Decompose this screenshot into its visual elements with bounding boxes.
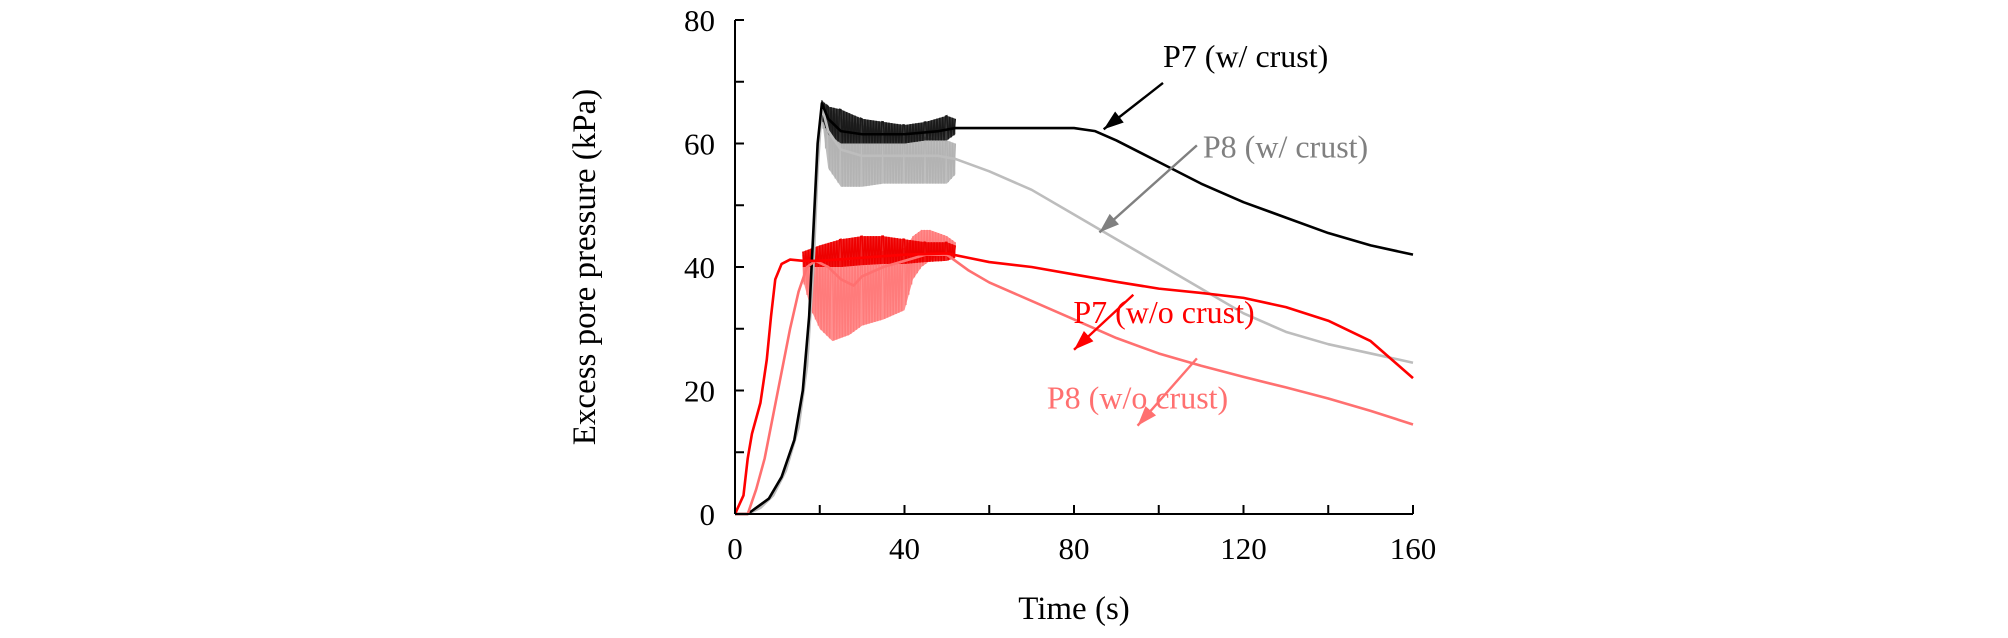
band-oscillation-p7-w-o-crust [802, 235, 957, 268]
annotation-arrowhead-p7-w-o-crust [1074, 331, 1094, 350]
series-line-p7-w-crust [735, 102, 1414, 516]
y-tick-label: 80 [684, 3, 715, 38]
x-tick-label: 80 [1059, 531, 1090, 566]
series-line-p8-w-crust [735, 105, 1414, 516]
ticks: 0 40 80 120 160 0 20 40 60 80 [684, 3, 1436, 566]
series-line-p7-w-o-crust [733, 252, 1414, 515]
annotation-label-p8-w-o-crust: P8 (w/o crust) [1047, 379, 1228, 415]
annotation-arrowhead-p8-w-crust [1099, 213, 1120, 233]
series-bands [802, 100, 957, 342]
series-lines [733, 102, 1414, 516]
x-axis-title: Time (s) [1018, 591, 1130, 627]
annotation-label-p7-w-crust: P7 (w/ crust) [1163, 38, 1328, 74]
annotations: P7 (w/ crust) P8 (w/ crust) P7 (w/o crust)… [1047, 38, 1368, 427]
annotation-arrowhead-p8-w-o-crust [1137, 406, 1157, 426]
y-tick-label: 0 [700, 497, 716, 532]
x-tick-label: 160 [1390, 531, 1437, 566]
annotation-arrow-line-p8-w-crust [1098, 144, 1198, 234]
x-tick-label: 0 [727, 531, 743, 566]
x-tick-label: 40 [889, 531, 920, 566]
y-axis-title: Excess pore pressure (kPa) [567, 89, 603, 445]
y-tick-label: 20 [684, 374, 715, 409]
annotation-label-p8-w-crust: P8 (w/ crust) [1203, 128, 1368, 164]
annotation-arrowhead-p7-w-crust [1103, 111, 1124, 130]
series-line-p8-w-o-crust [735, 253, 1414, 516]
y-tick-label: 60 [684, 127, 715, 162]
x-tick-label: 120 [1220, 531, 1267, 566]
y-tick-label: 40 [684, 250, 715, 285]
annotation-label-p7-w-o-crust: P7 (w/o crust) [1073, 294, 1254, 330]
